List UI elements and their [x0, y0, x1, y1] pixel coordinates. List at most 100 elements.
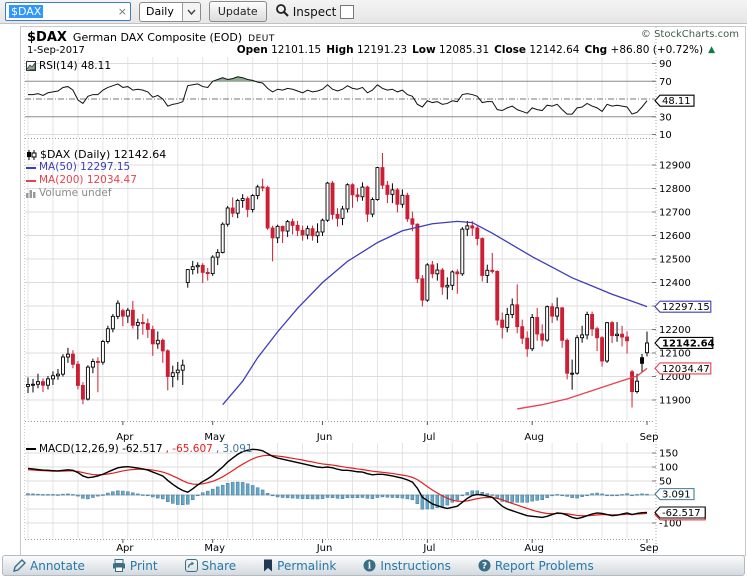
candle-body [310, 228, 315, 237]
inspect-checkbox[interactable] [340, 4, 355, 19]
candle-body [615, 333, 620, 337]
instructions-link[interactable]: i Instructions [363, 559, 451, 573]
axis-label: 12400 [659, 278, 691, 289]
chevron-down-icon[interactable] [181, 2, 200, 21]
close-value: 12142.64 [529, 44, 580, 56]
candle-body [550, 306, 555, 317]
macd-histogram-bar [545, 494, 549, 499]
month-label: Jun [316, 543, 333, 554]
candle-body [335, 213, 340, 219]
macd-histogram-bar [31, 493, 35, 496]
macd-histogram-bar [415, 494, 420, 504]
macd-histogram-bar [66, 493, 70, 496]
macd-histogram-bar [131, 492, 135, 496]
candle-body [70, 353, 75, 365]
macd-histogram-bar [550, 494, 554, 497]
macd-histogram-bar [195, 494, 200, 497]
macd-histogram-bar [605, 494, 609, 497]
candle-body [280, 225, 285, 232]
macd-histogram-bar [530, 494, 534, 502]
candle-body [480, 238, 485, 276]
candle-body [180, 364, 185, 371]
share-icon [184, 559, 198, 572]
candle-body [625, 336, 629, 342]
macd-histogram-bar [205, 490, 210, 496]
candle-body [515, 304, 520, 328]
volume-legend: Volume undef [39, 187, 112, 199]
candle-body [465, 225, 470, 230]
annotate-link[interactable]: Annotate [13, 559, 85, 573]
macd-histogram-bar [51, 494, 55, 496]
candle-body [605, 322, 610, 362]
macd-histogram-bar [560, 494, 564, 497]
candle-body [555, 307, 560, 317]
macd-histogram-bar [410, 494, 415, 501]
macd-histogram-bar [365, 494, 370, 499]
permalink-link[interactable]: Permalink [263, 559, 336, 573]
macd-histogram-bar [136, 493, 140, 496]
candle-body [505, 314, 510, 328]
candle-body [135, 322, 140, 326]
rsi-line [28, 76, 648, 115]
period-select[interactable]: Daily [139, 1, 201, 22]
axis-label: 70 [659, 77, 672, 88]
macd-histogram-bar [500, 494, 504, 502]
candle-body [580, 334, 585, 339]
candle-body [220, 223, 225, 253]
macd-line-icon [26, 448, 36, 450]
low-value: 12085.31 [439, 44, 490, 56]
candle-body [145, 323, 150, 330]
axis-label: 12000 [659, 372, 691, 383]
candle-body [75, 363, 80, 386]
candle-body [585, 314, 590, 336]
symbol-input[interactable]: $DAX × [5, 2, 131, 21]
candle-body [370, 199, 375, 215]
price-legend: $DAX (Daily) 12142.64 MA(50) 12297.15 MA… [26, 148, 166, 200]
macd-histogram-bar [590, 493, 594, 496]
candle-body [425, 264, 430, 301]
candle-body [445, 284, 450, 288]
candle-body [440, 269, 445, 288]
pencil-icon [13, 559, 26, 572]
candle-body [355, 194, 360, 198]
macd-histogram-bar [176, 494, 180, 505]
macd-histogram-bar [46, 494, 50, 496]
candle-body [545, 306, 550, 341]
macd-histogram-bar [390, 494, 395, 498]
macd-histogram-bar [485, 493, 490, 496]
candle-body [430, 264, 435, 275]
svg-text:i: i [368, 562, 372, 572]
candle-body [95, 361, 100, 363]
candle-body [125, 309, 130, 317]
macd-histogram-bar [230, 482, 235, 496]
macd-histogram-bar [620, 494, 624, 496]
candle-body [435, 269, 440, 275]
candle-body [110, 315, 115, 330]
print-link[interactable]: Print [112, 559, 158, 573]
clear-icon[interactable]: × [117, 5, 127, 18]
macd-histogram-bar [450, 494, 455, 503]
macd-histogram-bar [56, 494, 60, 496]
candle-body [100, 341, 105, 363]
macd-histogram-bar [535, 494, 539, 501]
open-value: 12101.15 [271, 44, 322, 56]
update-button[interactable]: Update [208, 1, 267, 22]
share-link[interactable]: Share [184, 559, 236, 573]
candle-body [105, 328, 110, 342]
macd-histogram-bar [420, 494, 425, 510]
macd-histogram-bar [156, 494, 160, 499]
report-problems-link[interactable]: ? Report Problems [478, 559, 594, 573]
candle-body [305, 228, 310, 236]
macd-histogram-bar [440, 494, 445, 507]
macd-histogram-bar [151, 494, 155, 498]
axis-callout [654, 488, 695, 501]
macd-histogram-bar [330, 494, 335, 499]
magnifier-icon [275, 3, 289, 20]
candle-body [595, 328, 600, 339]
axis-callout [654, 300, 712, 313]
macd-histogram-bar [375, 494, 380, 498]
candle-body [85, 366, 90, 400]
macd-histogram-bar [225, 482, 230, 496]
axis-label: 30 [659, 112, 672, 123]
